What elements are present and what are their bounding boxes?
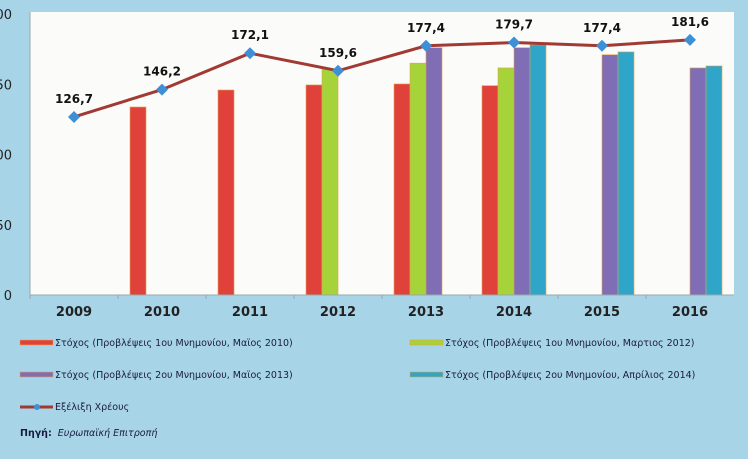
legend-label: Στόχος (Προβλέψεις 1ου Μνημονίου, Μαϊος … [55,338,293,349]
debt-point-2012 [332,64,344,77]
debt-data-label: 177,4 [407,21,445,35]
debt-point-2009 [68,110,80,123]
bar-1-2012 [305,84,323,296]
bar-2-2013 [409,62,427,296]
x-tick-label: 2012 [320,305,356,320]
bars [129,44,723,296]
legend-swatch [409,371,444,378]
debt-data-label: 146,2 [143,65,181,79]
legend-label: Στόχος (Προβλέψεις 1ου Μνημονίου, Μαρτιο… [445,338,695,349]
bar-1-2010 [129,106,147,296]
y-tick-label: 50 [0,219,12,234]
bar-3-2013 [425,47,443,296]
debt-data-label: 172,1 [231,28,269,42]
bar-1-2011 [217,89,235,296]
bar-4-2016 [705,65,723,296]
debt-line: 126,7 146,2 172,1 159,6 177,4 179,7 177,4 181,6 [55,15,709,123]
bar-1-2013 [393,83,411,296]
bar-2-2014 [497,67,515,296]
bar-3-2014 [513,47,531,296]
legend-label: Εξέλιξη Χρέους [55,402,129,413]
y-axis: 0 50 100 150 200 [0,8,31,304]
bar-3-2015 [601,54,619,296]
debt-point-2014 [508,36,520,49]
legend-label: Στόχος (Προβλέψεις 2ου Μνημονίου, Μαϊος … [55,370,293,381]
legend-swatch [19,371,54,378]
source-note: Πηγή: Ευρωπαϊκή Επιτροπή [20,428,157,439]
source-text: Ευρωπαϊκή Επιτροπή [58,428,158,439]
legend-swatch [19,339,54,346]
x-tick-label: 2015 [584,305,620,320]
debt-data-label: 159,6 [319,46,357,60]
x-tick-label: 2014 [496,305,532,320]
bar-1-2014 [481,85,499,296]
debt-point-2013 [420,39,432,52]
legend-marker [34,404,40,410]
debt-line-path [73,38,691,119]
debt-point-2010 [156,83,168,96]
debt-data-label: 126,7 [55,92,93,106]
x-tick-label: 2009 [56,305,92,320]
y-tick-label: 150 [0,78,12,93]
y-tick-label: 100 [0,149,12,164]
x-tick-label: 2016 [672,305,708,320]
x-axis: 2009 2010 2011 2012 2013 2014 2015 2016 [29,294,734,320]
x-tick-label: 2011 [232,305,268,320]
y-tick-label: 0 [4,289,12,304]
debt-data-label: 181,6 [671,15,709,29]
legend: Στόχος (Προβλέψεις 1ου Μνημονίου, Μαϊος … [19,338,695,413]
bar-4-2015 [617,51,635,296]
debt-point-2016 [684,33,696,46]
bar-3-2016 [689,67,707,296]
y-tick-label: 200 [0,8,12,23]
source-label: Πηγή: [20,428,52,439]
debt-point-2015 [596,39,608,52]
legend-swatch [409,339,444,346]
bar-2-2012 [321,68,339,296]
legend-label: Στόχος (Προβλέψεις 2ου Μνημονίου, Απρίλι… [445,370,695,381]
debt-data-label: 179,7 [495,18,533,32]
x-tick-label: 2010 [144,305,180,320]
debt-data-label: 177,4 [583,21,621,35]
bar-4-2014 [529,44,547,296]
x-tick-label: 2013 [408,305,444,320]
debt-point-2011 [244,47,256,60]
